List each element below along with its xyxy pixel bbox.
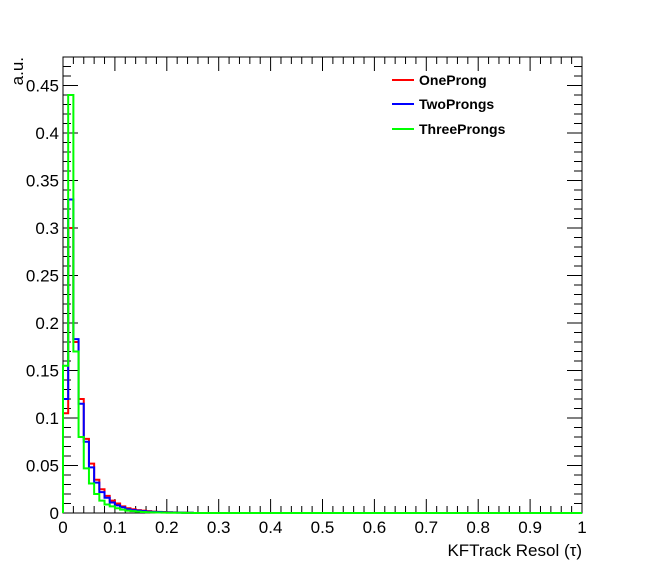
- x-tick-label: 0.2: [155, 518, 179, 537]
- y-tick-label: 0.15: [26, 362, 59, 381]
- y-tick-label: 0.45: [26, 77, 59, 96]
- axis-tick-labels: 0 0.1 0.2 0.3 0.4 0.5 0.6 0.7 0.8 0.9 1 0 0.05 0.1 0.1…: [26, 77, 587, 538]
- x-tick-label: 0.8: [466, 518, 490, 537]
- x-tick-label: 1: [577, 518, 586, 537]
- y-tick-label: 0.35: [26, 172, 59, 191]
- x-tick-label: 0.1: [103, 518, 127, 537]
- series-layer: [62, 94, 582, 514]
- y-tick-label: 0: [50, 504, 59, 523]
- legend-label-threeprongs: ThreeProngs: [419, 121, 506, 137]
- y-tick-label: 0.2: [35, 314, 59, 333]
- axis-ticks: [62, 56, 583, 514]
- x-tick-label: 0.4: [259, 518, 283, 537]
- x-tick-label: 0.9: [518, 518, 542, 537]
- x-tick-label: 0.6: [363, 518, 387, 537]
- y-axis-title: a.u.: [8, 57, 27, 85]
- y-tick-label: 0.3: [35, 219, 59, 238]
- x-tick-label: 0.5: [311, 518, 335, 537]
- x-axis-title: KFTrack Resol (τ): [447, 541, 582, 560]
- plot-frame: [62, 56, 583, 514]
- y-tick-label: 0.4: [35, 124, 59, 143]
- x-tick-label: 0: [58, 518, 67, 537]
- x-tick-label: 0.3: [207, 518, 231, 537]
- y-tick-label: 0.25: [26, 267, 59, 286]
- y-tick-label: 0.05: [26, 457, 59, 476]
- legend-label-oneprong: OneProng: [419, 72, 487, 88]
- y-tick-label: 0.1: [35, 409, 59, 428]
- legend: OneProng TwoProngs ThreeProngs: [392, 72, 506, 137]
- x-tick-label: 0.7: [414, 518, 438, 537]
- legend-label-twoprongs: TwoProngs: [419, 96, 494, 112]
- series-threeprongs: [62, 94, 582, 514]
